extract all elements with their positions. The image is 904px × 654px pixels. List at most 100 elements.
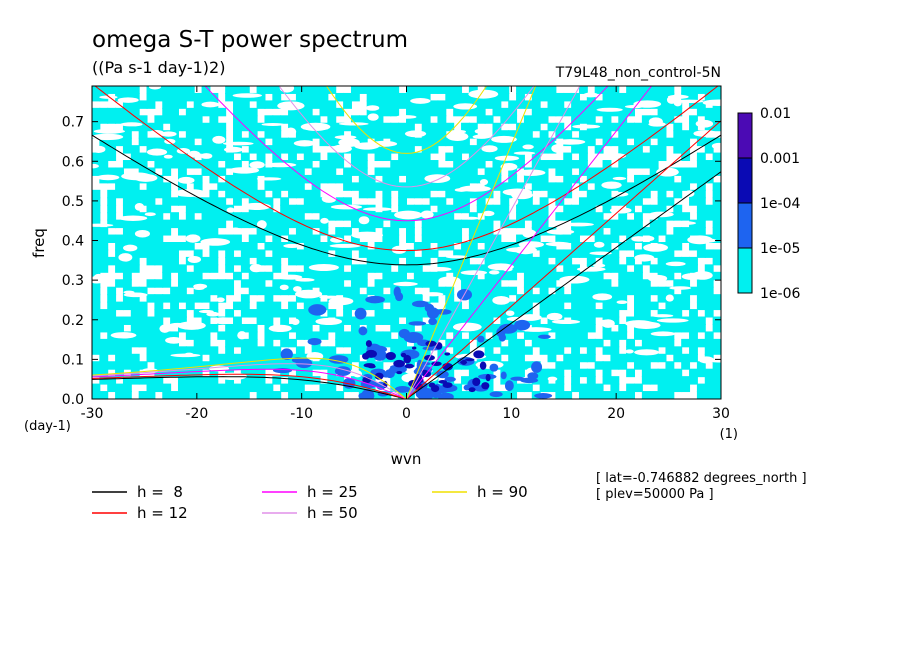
field-cell [154,279,164,288]
field-cell [248,376,258,385]
field-cell [578,160,588,169]
field-gap [144,212,156,217]
field-cell [185,353,195,363]
field-cell [201,219,211,229]
field-gap [249,161,265,169]
field-cell [209,167,219,176]
field-cell [641,86,651,94]
field-cell [303,145,313,154]
field-cell [508,167,518,176]
field-cell [225,361,235,370]
field-patch-mid [520,377,539,384]
field-cell [665,368,675,378]
field-cell [578,383,588,393]
field-cell [201,376,211,385]
field-cell [594,391,604,399]
field-cell [681,182,691,191]
field-cell [115,279,124,288]
field-cell [138,197,148,206]
y-axis: 0.00.10.20.30.40.50.60.7 [62,115,721,408]
field-cell [657,174,667,184]
field-cell [539,227,549,236]
field-cell [382,294,392,303]
field-patch-mid [358,326,368,336]
field-cell [563,309,573,318]
field-cell [649,353,659,363]
field-cell [303,264,313,273]
field-cell [256,391,266,399]
field-cell [468,107,478,117]
field-cell [264,115,274,124]
field-cell [295,346,305,355]
field-cell [248,219,258,229]
field-gap [99,95,118,99]
field-cell [492,167,502,176]
field-cell [92,92,101,102]
field-cell [712,227,721,236]
field-cell [382,174,392,184]
field-cell [484,100,494,109]
field-cell [610,219,620,229]
field-cell [673,256,683,266]
field-gap [491,135,517,143]
field-cell [170,212,179,221]
field-cell [201,338,211,348]
field-cell [130,115,140,124]
field-cell [366,219,376,229]
field-cell [492,130,502,139]
field-cell [303,279,313,288]
field-gap [338,122,369,126]
field-cell [476,137,486,147]
field-gap [177,321,206,330]
field-gap [200,153,213,159]
field-cell [319,219,329,229]
field-cell [421,331,431,340]
field-cell [657,391,667,399]
field-cell [225,353,235,363]
field-cell [115,115,124,124]
field-cell [563,294,573,303]
field-cell [122,338,132,348]
field-cell [240,212,250,221]
field-cell [618,122,628,132]
field-cell [649,152,659,162]
field-cell [185,92,195,102]
field-cell [209,174,219,184]
field-cell [461,316,470,325]
field-cell [201,107,211,117]
field-cell [665,346,675,355]
field-cell [508,242,518,251]
field-cell [610,122,620,132]
field-gap [464,216,479,220]
field-gap [330,237,344,243]
field-cell [413,152,423,162]
field-cell [712,137,721,147]
field-cell [177,122,187,132]
field-cell [445,227,455,236]
field-cell [92,197,101,206]
field-cell [358,130,368,139]
field-cell [264,353,274,363]
field-cell [335,264,345,273]
field-cell [641,189,651,199]
field-cell [594,383,604,393]
field-cell [689,286,698,296]
field-cell [115,107,124,117]
field-cell [272,242,282,251]
field-cell [154,152,164,162]
field-cell [406,115,415,124]
field-cell [350,115,360,124]
field-cell [578,279,588,288]
field-cell [468,361,478,370]
field-cell [555,338,565,348]
field-cell [484,204,494,214]
field-cell [248,346,258,355]
field-cell [107,323,117,333]
field-cell [280,316,290,325]
field-cell [264,197,274,206]
field-gap [293,140,316,147]
field-cell [193,182,203,191]
field-cell [626,256,636,266]
field-cell [437,286,447,296]
field-cell [398,145,407,154]
